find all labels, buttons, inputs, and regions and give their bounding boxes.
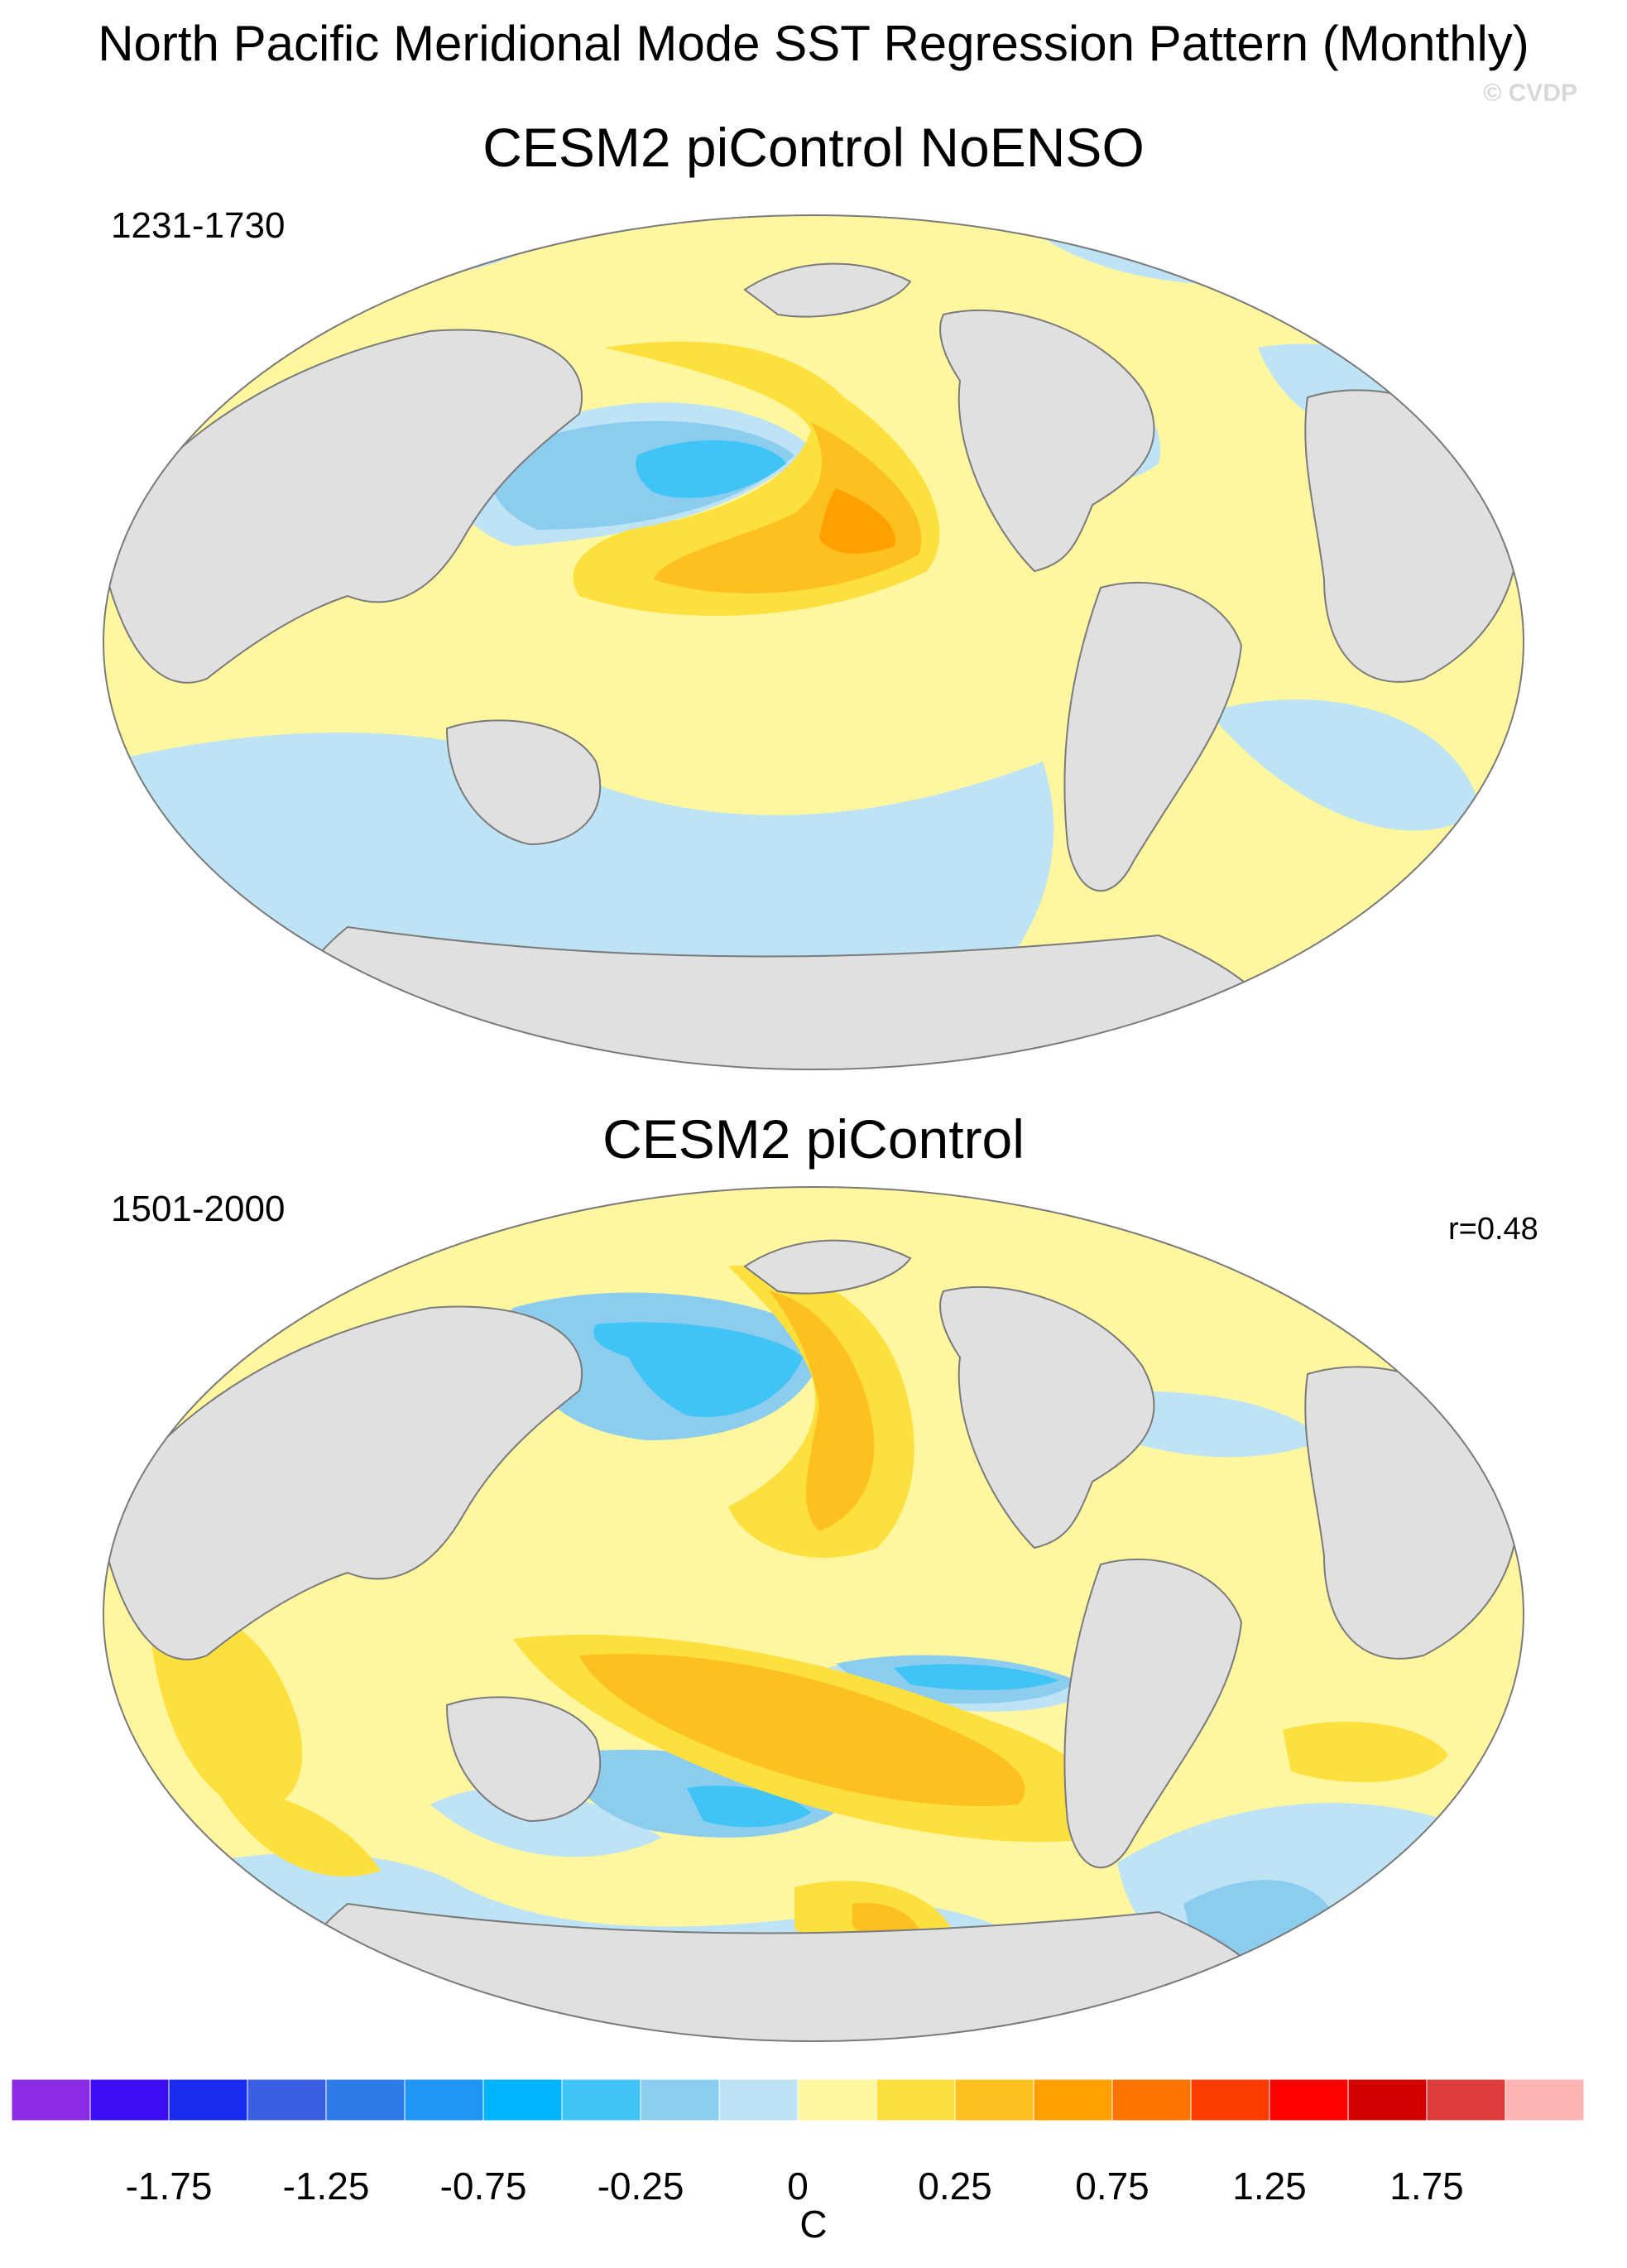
colorbar-tick-label: 0 [787, 2165, 809, 2208]
colorbar-box [482, 2079, 563, 2121]
panel-2-period: 1501-2000 [111, 1189, 286, 1229]
colorbar-box [12, 2079, 91, 2121]
colorbar-unit-label: C [799, 2203, 828, 2246]
colorbar-box [247, 2079, 327, 2121]
sst-north-pacific-cool [490, 420, 794, 530]
colorbar-tick-label: 0.25 [918, 2165, 992, 2208]
panel-2-map [103, 1186, 1524, 2042]
colorbar-box [1111, 2079, 1192, 2121]
colorbar-box [876, 2079, 956, 2121]
panel-2-correlation: r=0.48 [1448, 1212, 1538, 1247]
panel-2-title: CESM2 piControl [602, 1108, 1025, 1170]
panel-1-period: 1231-1730 [111, 205, 286, 246]
colorbar-tick-label: 1.25 [1232, 2165, 1307, 2208]
map-boundary [103, 214, 1524, 1070]
colorbar-box [1505, 2079, 1584, 2121]
colorbar-box [1269, 2079, 1349, 2121]
sst-north-pacific-warm [573, 341, 940, 616]
colorbar-tick-labels: -1.75 -1.25 -0.75 -0.25 0 0.25 0.75 1.25 1.75 [12, 2164, 1584, 2213]
colorbar-box [1190, 2079, 1270, 2121]
watermark: © CVDP [1483, 79, 1577, 107]
colorbar-box [718, 2079, 799, 2121]
sst-warm-regions [149, 1265, 1448, 1953]
colorbar-box [797, 2079, 877, 2121]
colorbar-box [325, 2079, 406, 2121]
colorbar-tick-label: -0.75 [439, 2165, 527, 2208]
colorbar-box [561, 2079, 641, 2121]
panel-1-map [103, 214, 1524, 1070]
colorbar-box [168, 2079, 248, 2121]
map-boundary [103, 1186, 1524, 2042]
colorbar-box [1347, 2079, 1428, 2121]
colorbar-box [1033, 2079, 1113, 2121]
panel-1-title: CESM2 piControl NoENSO [482, 117, 1145, 178]
colorbar [12, 2079, 1584, 2121]
colorbar-box [640, 2079, 720, 2121]
colorbar-tick-label: 0.75 [1075, 2165, 1149, 2208]
colorbar-tick-label: -1.25 [282, 2165, 370, 2208]
colorbar-box [1426, 2079, 1506, 2121]
colorbar-tick-label: -0.25 [597, 2165, 684, 2208]
colorbar-tick-label: -1.75 [125, 2165, 213, 2208]
colorbar-box [404, 2079, 484, 2121]
colorbar-box [954, 2079, 1034, 2121]
colorbar-box [89, 2079, 170, 2121]
colorbar-tick-label: 1.75 [1389, 2165, 1464, 2208]
figure-title: North Pacific Meridional Mode SST Regres… [98, 16, 1529, 71]
